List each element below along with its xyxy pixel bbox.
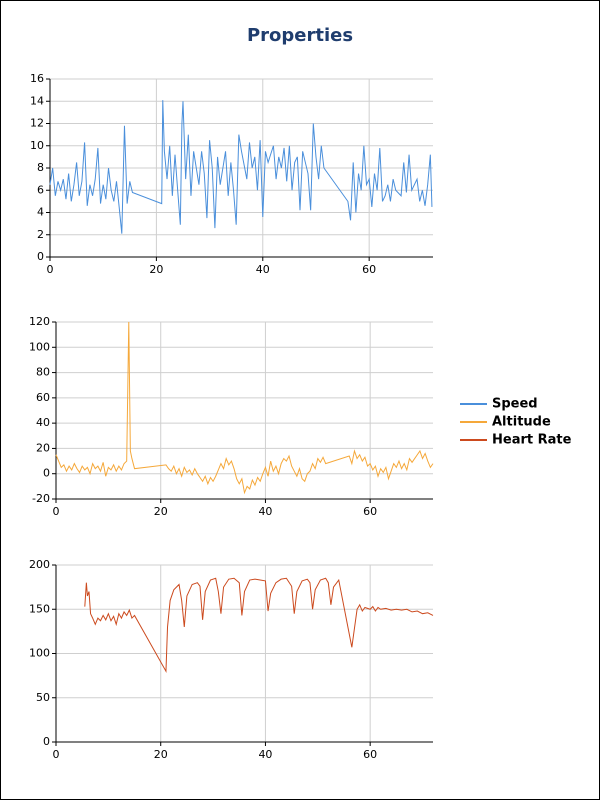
y-tick-label: 60: [36, 391, 50, 404]
y-tick-label: 0: [43, 735, 50, 748]
y-tick-label: 12: [30, 117, 44, 130]
legend-label: Heart Rate: [492, 433, 572, 448]
x-tick-label: 0: [47, 263, 54, 276]
x-tick-label: 60: [363, 505, 377, 518]
legend-label: Speed: [492, 397, 538, 412]
x-tick-label: 0: [53, 505, 60, 518]
x-tick-label: 40: [258, 505, 272, 518]
y-tick-label: 80: [36, 366, 50, 379]
data-line: [84, 577, 434, 673]
y-tick-label: 100: [29, 340, 50, 353]
y-tick-label: 40: [36, 416, 50, 429]
y-tick-label: 150: [29, 602, 50, 615]
y-tick-label: 2: [37, 228, 44, 241]
y-tick-label: 8: [37, 161, 44, 174]
data-line: [55, 321, 434, 495]
x-tick-label: 40: [256, 263, 270, 276]
x-tick-label: 0: [53, 748, 60, 761]
y-tick-label: -20: [32, 492, 50, 505]
y-tick-label: 4: [37, 206, 44, 219]
legend-label: Altitude: [492, 415, 551, 430]
chart-title: Properties: [247, 25, 353, 46]
data-line: [49, 100, 433, 234]
x-tick-label: 20: [149, 263, 163, 276]
y-tick-label: 100: [29, 647, 50, 660]
y-tick-label: 0: [37, 250, 44, 263]
y-tick-label: 20: [36, 441, 50, 454]
y-tick-label: 50: [36, 691, 50, 704]
y-tick-label: 120: [29, 315, 50, 328]
x-tick-label: 40: [258, 748, 272, 761]
y-tick-label: 0: [43, 467, 50, 480]
y-tick-label: 10: [30, 139, 44, 152]
x-tick-label: 20: [154, 505, 168, 518]
y-tick-label: 16: [30, 72, 44, 85]
y-tick-label: 14: [30, 94, 44, 107]
y-tick-label: 200: [29, 558, 50, 571]
x-tick-label: 20: [154, 748, 168, 761]
y-tick-label: 6: [37, 183, 44, 196]
x-tick-label: 60: [363, 748, 377, 761]
x-tick-label: 60: [362, 263, 376, 276]
